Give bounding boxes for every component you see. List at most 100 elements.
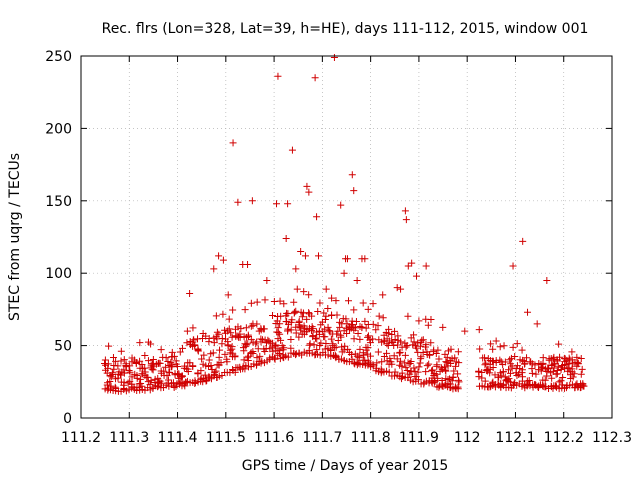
data-point: [125, 367, 133, 375]
data-point: [355, 352, 363, 360]
data-point: [225, 315, 233, 323]
data-point: [398, 375, 406, 383]
data-point: [288, 146, 296, 154]
data-point: [305, 291, 313, 299]
data-point: [353, 276, 361, 284]
data-point: [322, 312, 330, 320]
data-point: [224, 338, 232, 346]
data-point: [556, 353, 564, 361]
data-point: [499, 368, 507, 376]
data-point: [454, 370, 462, 378]
data-point: [366, 352, 374, 360]
data-point: [513, 371, 521, 379]
data-point: [372, 326, 380, 334]
data-point: [442, 358, 450, 366]
data-point: [333, 311, 341, 319]
data-point: [114, 362, 122, 370]
data-point: [407, 368, 415, 376]
data-point: [303, 328, 311, 336]
data-point: [401, 207, 409, 215]
data-point: [434, 374, 442, 382]
data-point: [156, 377, 164, 385]
data-point: [124, 379, 132, 387]
data-point: [437, 364, 445, 372]
data-point: [509, 262, 517, 270]
data-point: [303, 182, 311, 190]
data-point: [353, 358, 361, 366]
data-point: [205, 356, 213, 364]
data-point: [201, 371, 209, 379]
data-point: [284, 200, 292, 208]
data-point: [447, 345, 455, 353]
data-point: [523, 354, 531, 362]
data-point: [321, 316, 329, 324]
data-point: [298, 313, 306, 321]
data-point: [505, 366, 513, 374]
data-point: [549, 367, 557, 375]
data-point: [513, 340, 521, 348]
data-point: [241, 365, 249, 373]
data-point: [210, 265, 218, 273]
data-point: [525, 376, 533, 384]
data-point: [488, 379, 496, 387]
data-point: [361, 255, 369, 263]
data-point: [276, 330, 284, 338]
data-point: [489, 364, 497, 372]
data-point: [316, 299, 324, 307]
data-point: [228, 345, 236, 353]
data-point: [249, 322, 257, 330]
data-point: [506, 356, 514, 364]
data-point: [337, 333, 345, 341]
x-tick-label: 111.3: [109, 430, 149, 446]
data-point: [166, 369, 174, 377]
data-point: [117, 347, 125, 355]
x-tick-label: 112: [454, 430, 481, 446]
data-point: [301, 252, 309, 260]
data-point: [190, 336, 198, 344]
data-point: [116, 371, 124, 379]
data-point: [105, 342, 113, 350]
data-point: [260, 325, 268, 333]
data-point: [511, 353, 519, 361]
data-point: [276, 297, 284, 305]
data-point: [183, 339, 191, 347]
data-point: [424, 321, 432, 329]
data-point: [573, 358, 581, 366]
data-point: [149, 356, 157, 364]
data-point: [149, 366, 157, 374]
data-point: [297, 326, 305, 334]
data-point: [316, 342, 324, 350]
data-point: [322, 339, 330, 347]
data-point: [313, 213, 321, 221]
ticks: [80, 55, 613, 419]
data-point: [334, 327, 342, 335]
data-point: [217, 359, 225, 367]
data-point: [212, 367, 220, 375]
data-point: [231, 352, 239, 360]
data-point: [344, 297, 352, 305]
data-point: [412, 272, 420, 280]
data-point: [274, 72, 282, 80]
data-point: [110, 365, 118, 373]
data-point: [395, 349, 403, 357]
data-point: [518, 346, 526, 354]
data-point: [329, 340, 337, 348]
data-point: [524, 308, 532, 316]
data-point: [156, 359, 164, 367]
data-point: [231, 368, 239, 376]
data-point: [257, 359, 265, 367]
data-point: [364, 305, 372, 313]
data-point: [543, 372, 551, 380]
data-point: [225, 325, 233, 333]
data-point: [541, 376, 549, 384]
data-point: [434, 346, 442, 354]
x-tick-label: 111.4: [157, 430, 197, 446]
data-point: [236, 333, 244, 341]
plot-frame: [80, 55, 613, 419]
y-tick-label: 200: [45, 121, 72, 137]
data-point: [574, 359, 582, 367]
data-point: [531, 361, 539, 369]
data-point: [147, 340, 155, 348]
data-point: [308, 312, 316, 320]
